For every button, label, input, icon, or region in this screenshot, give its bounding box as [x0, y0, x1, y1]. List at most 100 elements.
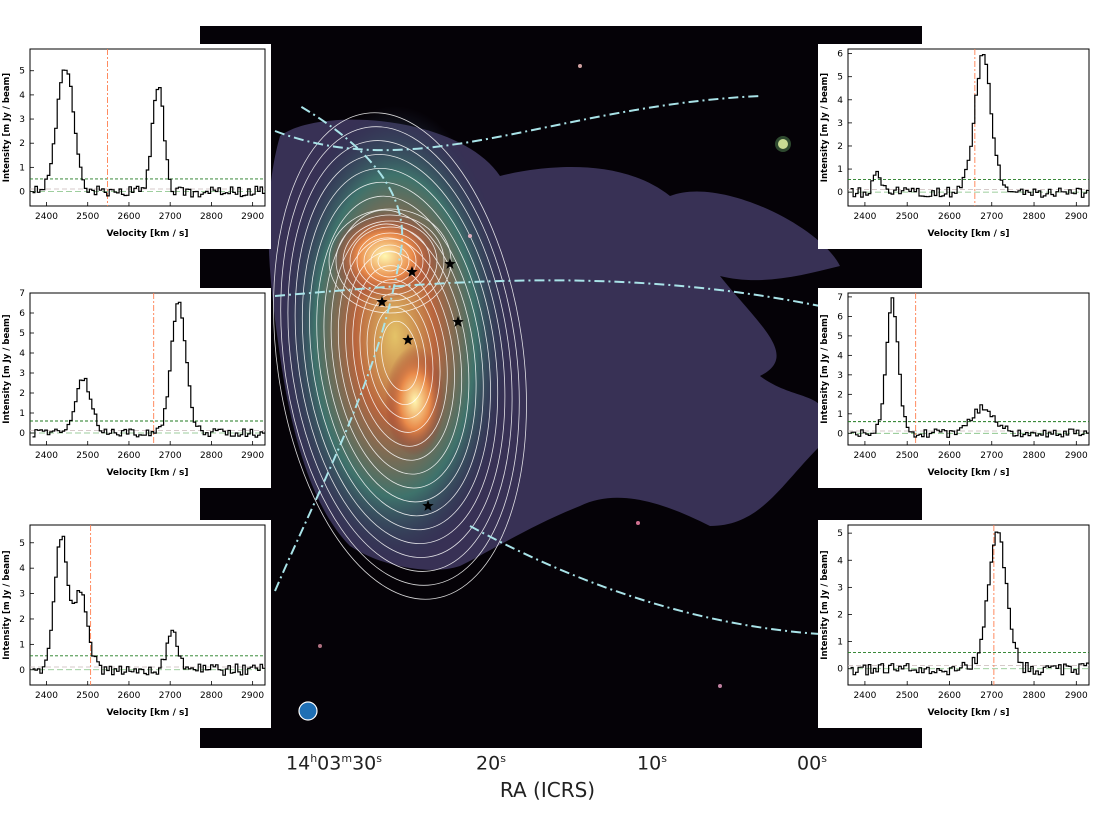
plot-frame — [847, 48, 1090, 207]
y-tick-label: 4 — [19, 564, 25, 574]
sky-map — [200, 26, 922, 748]
y-tick-label: 6 — [837, 50, 843, 60]
x-tick-label: 2700 — [980, 451, 1003, 461]
x-tick-label: 2600 — [938, 212, 961, 222]
x-tick-label: 2700 — [980, 212, 1003, 222]
x-tick-label: 2900 — [241, 212, 264, 222]
x-tick-label: 2900 — [1065, 212, 1088, 222]
x-tick-label: 2400 — [35, 691, 58, 701]
spectrum-panel-top-right: 2400 2500 2600 2700 2800 2900 0 1 2 3 4 5 6 Velocity … — [818, 44, 1095, 249]
x-tick-label: 2800 — [1023, 212, 1046, 222]
y-axis-label: Intensity [m Jy / beam] — [820, 73, 830, 182]
y-tick-label: 3 — [837, 371, 843, 381]
x-tick-label: 2500 — [896, 451, 919, 461]
x-tick-label: 2500 — [76, 691, 99, 701]
ra-tick-label: 00s — [797, 752, 827, 775]
x-tick-label: 2800 — [200, 451, 223, 461]
y-tick-label: 2 — [837, 142, 843, 152]
y-tick-label: 2 — [19, 389, 25, 399]
y-tick-label: 2 — [837, 610, 843, 620]
star-marker — [422, 500, 434, 511]
y-tick-label: 1 — [19, 409, 25, 419]
y-tick-label: 5 — [19, 329, 25, 339]
x-tick-label: 2800 — [1023, 691, 1046, 701]
spectrum-chart: 2400 2500 2600 2700 2800 2900 0 1 2 3 4 5 Velocity [… — [2, 524, 266, 718]
x-tick-label: 2700 — [159, 691, 182, 701]
x-axis-label: Velocity [km / s] — [106, 708, 188, 718]
y-tick-label: 6 — [19, 309, 25, 319]
y-tick-label: 5 — [837, 529, 843, 539]
star-marker — [406, 266, 418, 277]
x-tick-label: 2900 — [241, 691, 264, 701]
y-tick-label: 2 — [19, 615, 25, 625]
y-tick-label: 3 — [19, 115, 25, 125]
x-axis-label: Velocity [km / s] — [927, 229, 1009, 239]
y-tick-label: 3 — [837, 583, 843, 593]
spectrum-chart: 2400 2500 2600 2700 2800 2900 0 1 2 3 4 5 6 Velocity … — [820, 48, 1090, 239]
x-tick-label: 2900 — [1065, 451, 1088, 461]
y-axis-label: Intensity [m Jy / beam] — [2, 314, 12, 423]
y-tick-label: 4 — [19, 349, 25, 359]
spectrum-chart: 2400 2500 2600 2700 2800 2900 0 1 2 3 4 5 Velocity [… — [820, 524, 1090, 718]
x-tick-label: 2500 — [76, 451, 99, 461]
x-tick-label: 2400 — [853, 212, 876, 222]
x-tick-label: 2900 — [241, 451, 264, 461]
y-axis-label: Intensity [m Jy / beam] — [2, 550, 12, 659]
spectrum-chart: 2400 2500 2600 2700 2800 2900 0 1 2 3 4 5 Velocity [… — [2, 48, 266, 239]
beam-marker — [298, 701, 318, 721]
x-tick-label: 2600 — [117, 212, 140, 222]
x-tick-label: 2400 — [853, 691, 876, 701]
x-tick-label: 2400 — [35, 212, 58, 222]
x-tick-label: 2800 — [200, 212, 223, 222]
x-axis-title: RA (ICRS) — [499, 778, 596, 802]
star-marker — [402, 334, 414, 345]
y-tick-label: 1 — [837, 410, 843, 420]
y-tick-label: 6 — [837, 312, 843, 322]
spectrum-line — [850, 297, 1089, 438]
x-tick-label: 2400 — [853, 451, 876, 461]
x-tick-label: 2900 — [1065, 691, 1088, 701]
spectrum-line — [32, 301, 265, 438]
y-tick-label: 7 — [19, 289, 25, 299]
star-marker — [452, 316, 464, 327]
x-tick-label: 2800 — [200, 691, 223, 701]
plot-frame — [847, 524, 1090, 686]
x-tick-label: 2500 — [76, 212, 99, 222]
y-tick-label: 0 — [837, 188, 843, 198]
y-tick-label: 5 — [837, 73, 843, 83]
y-axis-label: Intensity [m Jy / beam] — [820, 314, 830, 423]
y-tick-label: 1 — [19, 163, 25, 173]
x-tick-label: 2600 — [117, 691, 140, 701]
spectrum-line — [850, 531, 1089, 676]
y-tick-label: 4 — [837, 96, 843, 106]
x-tick-label: 2500 — [896, 691, 919, 701]
spectrum-line — [32, 535, 265, 676]
x-axis-label: Velocity [km / s] — [927, 468, 1009, 478]
y-tick-label: 2 — [837, 390, 843, 400]
y-tick-label: 5 — [19, 67, 25, 77]
y-axis-label: Intensity [m Jy / beam] — [820, 550, 830, 659]
y-tick-label: 1 — [837, 638, 843, 648]
ra-tick-label: 14h03m30s — [286, 752, 382, 775]
y-tick-label: 5 — [19, 539, 25, 549]
spectrum-chart: 2400 2500 2600 2700 2800 2900 0 1 2 3 4 5 6 7 Velocity… — [2, 289, 266, 478]
ra-tick-label: 10s — [637, 752, 667, 775]
x-tick-label: 2400 — [35, 451, 58, 461]
x-tick-label: 2600 — [117, 451, 140, 461]
star-marker — [444, 258, 456, 269]
x-axis-label: Velocity [km / s] — [106, 468, 188, 478]
y-tick-label: 4 — [837, 351, 843, 361]
y-tick-label: 0 — [19, 666, 25, 676]
star-markers — [376, 258, 464, 511]
y-tick-label: 3 — [837, 119, 843, 129]
plot-frame — [29, 48, 266, 207]
y-tick-label: 4 — [837, 556, 843, 566]
spectrum-chart: 2400 2500 2600 2700 2800 2900 0 1 2 3 4 5 6 7 Velocity… — [820, 292, 1090, 478]
spectrum-line — [32, 69, 265, 198]
x-tick-label: 2700 — [159, 212, 182, 222]
spectrum-panel-top-left: 2400 2500 2600 2700 2800 2900 0 1 2 3 4 5 Velocity [… — [0, 44, 271, 249]
y-tick-label: 1 — [837, 165, 843, 175]
x-tick-label: 2500 — [896, 212, 919, 222]
x-tick-label: 2700 — [980, 691, 1003, 701]
y-tick-label: 5 — [837, 332, 843, 342]
